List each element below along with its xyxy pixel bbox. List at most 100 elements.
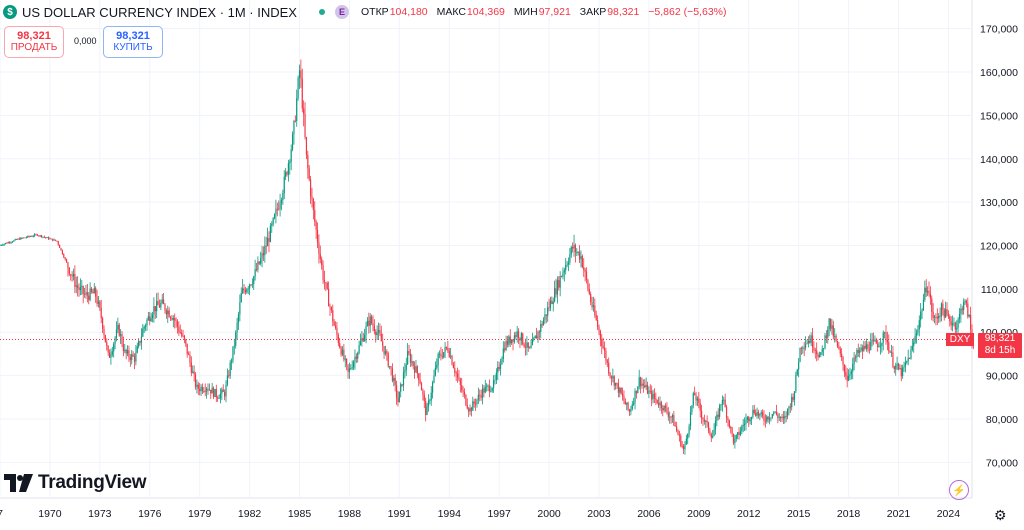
candle-body [121,334,123,345]
candle [778,413,780,421]
candle [354,349,356,370]
buy-button[interactable]: 98,321 КУПИТЬ [103,26,163,58]
candle [427,394,430,412]
candle [641,377,643,389]
symbol-title[interactable]: US DOLLAR CURRENCY INDEX · 1M · INDEX [22,4,297,20]
candle-body [577,251,579,253]
candle [395,380,398,405]
candle-body [474,403,477,405]
candle-body [871,339,873,342]
candle-body [283,176,285,194]
candle-body [969,314,972,330]
candle [149,311,151,326]
candle-body [954,322,956,330]
price-axis-labels: 70,00080,00090,000100,000110,000120,0001… [980,24,1018,470]
sell-button[interactable]: 98,321 ПРОДАТЬ [4,26,64,58]
candle-body [874,339,876,341]
candle [408,344,410,356]
candle [757,409,760,419]
candle-body [935,316,937,318]
low-label: МИН [513,6,538,18]
candle-body [669,416,671,418]
candle [308,164,310,182]
candle-body [764,420,766,422]
events-badge[interactable]: E [334,5,349,19]
candle-body [232,346,234,361]
candle-body [716,414,718,421]
candle [372,315,374,332]
candle-body [397,397,399,403]
flash-icon[interactable]: ⚡ [949,480,969,500]
candle [461,377,463,393]
candle-body [405,364,407,370]
candle [570,245,572,258]
candle-body [567,262,570,265]
candle [555,278,557,298]
candle [645,377,647,391]
candles-layer [0,59,974,455]
candle [450,347,452,360]
candle [753,404,755,415]
candle [910,345,912,360]
candle [723,396,725,405]
candle [136,342,138,354]
settings-gear-icon[interactable]: ⚙ [994,507,1007,523]
candle [96,289,98,307]
candle [601,333,603,355]
candle [90,286,93,294]
candle-body [131,354,133,361]
candle [653,388,656,403]
candle [847,369,850,382]
candle [258,260,260,265]
candle-body [914,335,916,343]
candle [150,312,152,322]
candle-body [171,317,173,320]
candle-body [207,388,209,391]
candle [11,240,14,243]
candle-body [114,338,116,344]
candle [319,245,321,264]
candle-body [157,300,159,306]
candle-body [498,366,500,369]
candle [677,429,679,436]
candle-body [703,419,705,422]
candle-body [479,394,481,396]
candle [738,427,740,440]
candle-body [728,420,730,428]
candle [825,330,827,343]
candle [35,233,37,236]
candle [334,321,337,330]
candle [731,426,733,438]
candle [695,391,697,406]
candle [286,170,288,177]
candle-body [560,276,563,277]
candle [626,402,628,411]
candle [294,115,296,123]
candle [142,323,144,338]
candle [935,313,937,326]
candle-body [965,300,968,304]
candle [682,443,685,455]
candle-body [749,419,751,422]
candle-body [639,377,642,387]
candle [874,335,876,343]
candle-body [865,344,868,349]
candle-body [487,385,489,387]
tradingview-logo[interactable]: TradingView [4,472,147,494]
candle [681,441,683,449]
candle-body [10,242,12,243]
candle [448,347,450,358]
candle-body [104,334,106,343]
candle-body [383,346,385,355]
candle-body [811,335,814,348]
candle-body [585,271,588,280]
candle [964,298,966,306]
candle [807,336,809,348]
candle [623,390,625,405]
candle [190,356,192,377]
spread-value: 0,000 [74,36,97,46]
candle [77,276,79,297]
candle-body [336,327,338,336]
candle-body [616,382,618,384]
